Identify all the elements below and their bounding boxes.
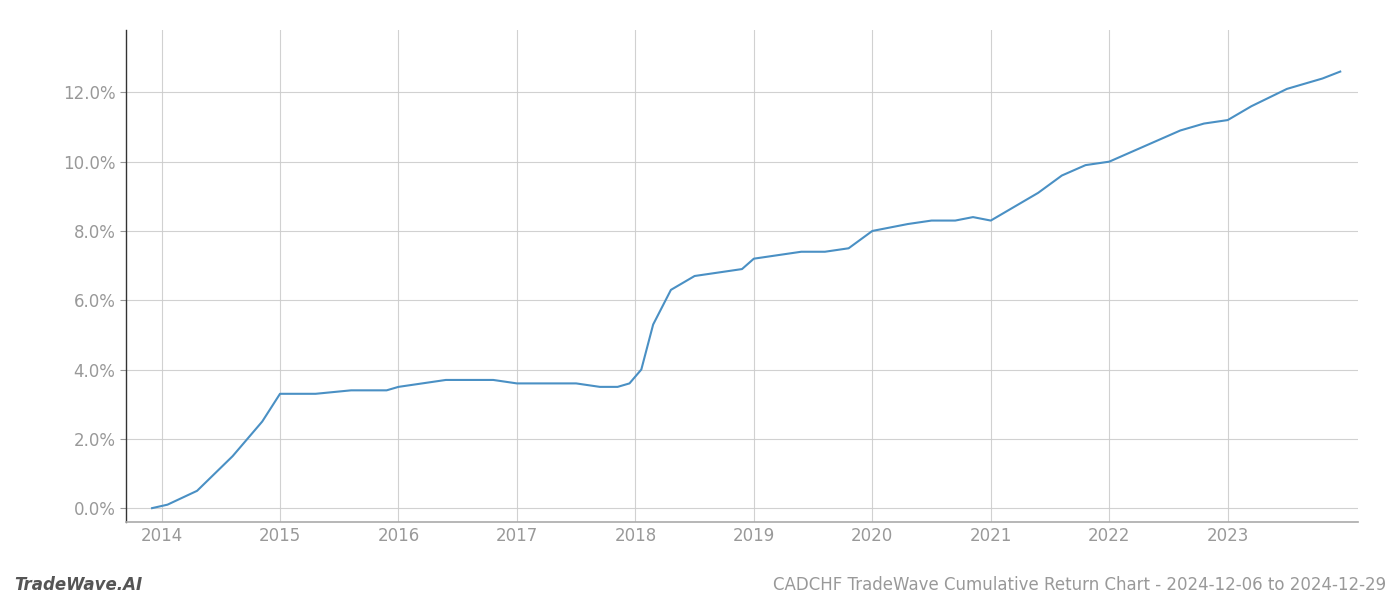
Text: CADCHF TradeWave Cumulative Return Chart - 2024-12-06 to 2024-12-29: CADCHF TradeWave Cumulative Return Chart… [773,576,1386,594]
Text: TradeWave.AI: TradeWave.AI [14,576,143,594]
